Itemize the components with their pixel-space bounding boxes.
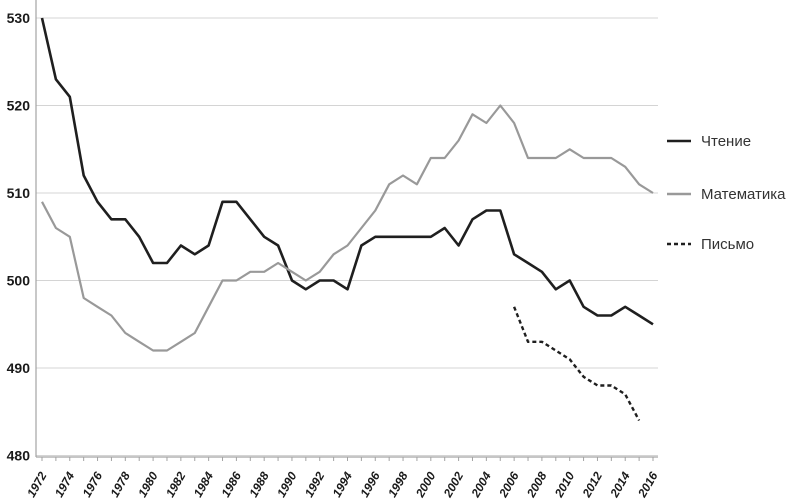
svg-text:2014: 2014 [607, 469, 633, 500]
svg-text:1976: 1976 [80, 469, 106, 499]
svg-text:2008: 2008 [524, 469, 550, 500]
svg-text:1972: 1972 [24, 469, 50, 499]
math-line-marker [667, 192, 691, 196]
legend-item-writing: Письмо [666, 234, 754, 254]
legend-item-reading: Чтение [666, 131, 751, 151]
svg-text:1992: 1992 [302, 469, 328, 499]
svg-text:490: 490 [7, 360, 31, 376]
svg-text:480: 480 [7, 448, 31, 464]
svg-text:1982: 1982 [163, 469, 189, 499]
svg-text:2002: 2002 [440, 469, 466, 500]
svg-text:530: 530 [7, 10, 31, 26]
legend-item-math: Математика [666, 184, 786, 204]
svg-text:500: 500 [7, 273, 31, 289]
svg-text:2010: 2010 [551, 469, 577, 500]
svg-text:520: 520 [7, 98, 31, 114]
svg-text:1998: 1998 [385, 469, 411, 499]
svg-text:1980: 1980 [135, 469, 161, 499]
svg-text:510: 510 [7, 185, 31, 201]
svg-text:2012: 2012 [579, 469, 605, 500]
svg-text:1978: 1978 [107, 469, 133, 499]
reading-line-marker [667, 139, 691, 143]
svg-text:1994: 1994 [330, 469, 356, 499]
svg-text:1984: 1984 [191, 469, 217, 499]
writing-dashed-line-marker [667, 242, 691, 246]
legend-label-math: Математика [701, 185, 786, 203]
svg-text:1986: 1986 [219, 469, 245, 499]
svg-text:1996: 1996 [357, 469, 383, 499]
svg-text:2000: 2000 [412, 469, 438, 500]
svg-text:1988: 1988 [246, 469, 272, 499]
svg-text:2006: 2006 [496, 469, 522, 500]
svg-text:2004: 2004 [468, 469, 494, 500]
legend-label-reading: Чтение [701, 132, 752, 150]
svg-text:1974: 1974 [52, 469, 78, 499]
svg-text:1990: 1990 [274, 469, 300, 499]
svg-text:2016: 2016 [635, 469, 661, 500]
legend: Чтение Математика Письмо [666, 0, 790, 501]
legend-label-writing: Письмо [701, 235, 755, 253]
